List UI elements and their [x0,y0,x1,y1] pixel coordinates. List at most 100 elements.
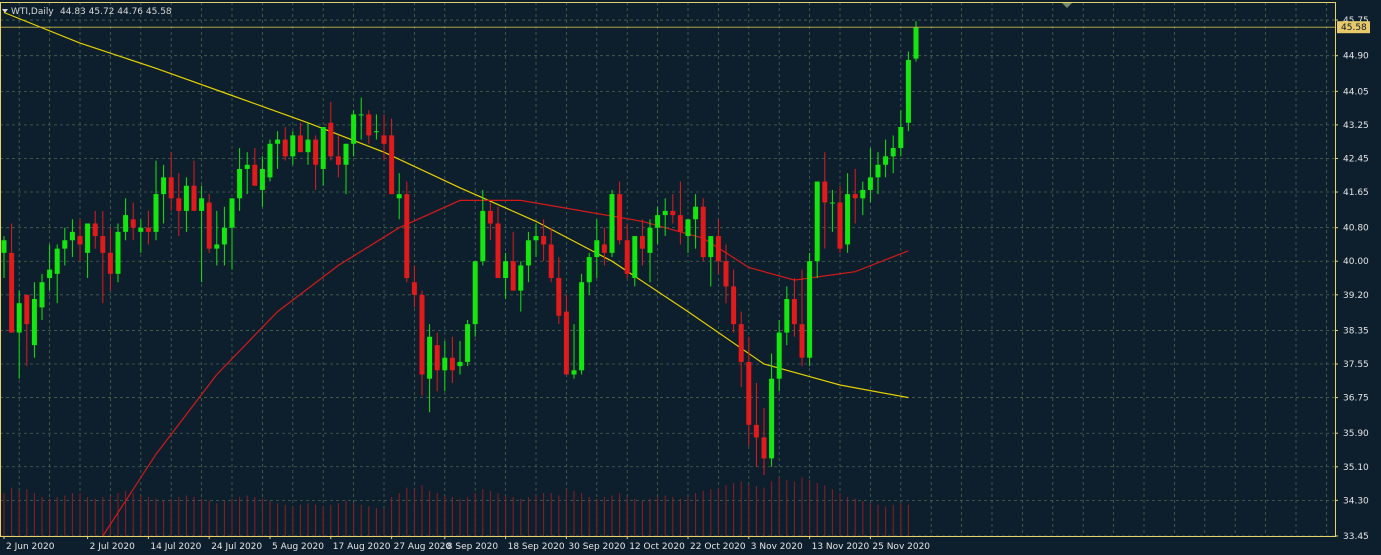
candle[interactable] [297,122,303,153]
candle[interactable] [693,194,699,249]
candle[interactable] [579,273,585,375]
candle[interactable] [358,97,364,140]
candle[interactable] [328,101,334,161]
candle[interactable] [373,114,379,140]
candle[interactable] [867,147,873,203]
candle[interactable] [548,227,554,283]
candle[interactable] [47,244,53,291]
candle[interactable] [214,210,220,266]
candle[interactable] [586,252,592,295]
candle[interactable] [107,227,113,291]
candle[interactable] [738,311,744,388]
candle[interactable] [282,127,288,161]
candle[interactable] [662,198,668,237]
candle[interactable] [54,244,60,304]
candle[interactable] [807,252,813,367]
candle[interactable] [229,198,235,270]
candle[interactable] [206,194,212,253]
candle[interactable] [404,181,410,283]
candle[interactable] [913,21,919,62]
candle[interactable] [168,152,174,211]
candle[interactable] [290,131,296,165]
candle[interactable] [92,210,98,249]
candle[interactable] [138,219,144,253]
candle[interactable] [39,273,45,320]
candle[interactable] [457,340,463,375]
candle[interactable] [449,336,455,383]
candle[interactable] [753,382,759,467]
candle[interactable] [685,219,691,253]
candle[interactable] [199,185,205,283]
candle[interactable] [1,236,7,279]
candle[interactable] [898,110,904,157]
candle[interactable] [875,152,881,195]
candle[interactable] [890,135,896,174]
candle[interactable] [883,139,889,178]
candle[interactable] [510,231,516,291]
candle[interactable] [434,332,440,392]
candle[interactable] [85,223,91,279]
symbol-menu-icon[interactable] [2,9,8,13]
candle[interactable] [100,210,106,304]
candle[interactable] [845,173,851,253]
candle[interactable] [647,219,653,283]
candle[interactable] [495,206,501,279]
candle[interactable] [252,147,258,186]
candle[interactable] [487,202,493,241]
candle[interactable] [723,244,729,304]
candle[interactable] [77,219,83,262]
candle[interactable] [389,118,395,195]
candle[interactable] [244,152,250,195]
candle[interactable] [769,353,775,467]
candle[interactable] [9,223,15,333]
candle[interactable] [237,147,243,211]
candle[interactable] [639,219,645,266]
candle[interactable] [761,408,767,476]
candle[interactable] [799,269,805,367]
candle[interactable] [69,219,75,258]
candle[interactable] [715,219,721,274]
candle[interactable] [677,181,683,245]
price-axis[interactable]: 45.75 44.90 44.05 43.25 42.45 41.65 40.80 40.00… [1335,16,1369,542]
scroll-marker-icon[interactable] [1062,3,1072,8]
candle[interactable] [130,202,136,241]
candle[interactable] [556,257,562,325]
candle[interactable] [617,181,623,245]
candle[interactable] [16,290,22,379]
candle[interactable] [518,261,524,312]
candle[interactable] [624,223,630,279]
candle[interactable] [335,135,341,178]
candle[interactable] [533,223,539,258]
candle[interactable] [115,223,121,283]
candle[interactable] [161,164,167,224]
candle[interactable] [259,156,265,207]
candle[interactable] [153,160,159,241]
candle[interactable] [563,294,569,375]
candle[interactable] [275,131,281,169]
candle[interactable] [442,340,448,392]
candle[interactable] [183,177,189,232]
candle[interactable] [601,227,607,266]
candle[interactable] [313,135,319,190]
candle[interactable] [670,194,676,224]
candle[interactable] [503,252,509,299]
candle[interactable] [381,114,387,161]
candle[interactable] [267,139,273,182]
candle[interactable] [351,110,357,157]
candle[interactable] [700,198,706,262]
candle[interactable] [343,143,349,195]
candle[interactable] [708,236,714,287]
candle[interactable] [776,319,782,392]
candle[interactable] [837,185,843,253]
candle[interactable] [594,219,600,279]
candle[interactable] [609,189,615,258]
candle[interactable] [829,189,835,232]
candle[interactable] [814,181,820,279]
candle[interactable] [411,265,417,308]
candle[interactable] [366,110,372,144]
candle[interactable] [860,181,866,216]
candle[interactable] [221,206,227,266]
candle[interactable] [571,324,577,379]
candle[interactable] [465,319,471,367]
candle[interactable] [791,278,797,337]
